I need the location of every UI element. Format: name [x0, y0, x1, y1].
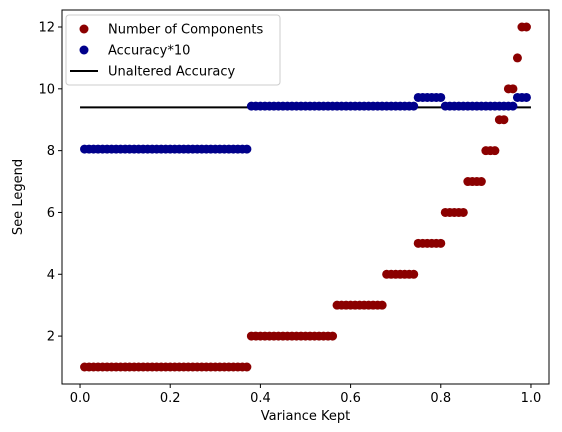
number-of-components-point [458, 207, 468, 217]
legend-box [65, 14, 281, 86]
x-tick-label: 0.4 [250, 391, 271, 406]
accuracy-10-point [521, 92, 531, 102]
number-of-components-point [409, 269, 419, 279]
number-of-components-point [499, 115, 509, 125]
number-of-components-point [242, 362, 252, 372]
accuracy-10-point [436, 92, 446, 102]
y-tick-label: 4 [47, 268, 55, 283]
number-of-components-point [328, 331, 338, 341]
legend: Number of Components Accuracy*10 Unalter… [65, 14, 281, 86]
x-tick-label: 0.2 [160, 391, 181, 406]
y-axis-ticks: 2 4 6 8 10 12 [38, 21, 62, 345]
number-of-components-point [512, 53, 522, 63]
number-of-components-point [508, 84, 518, 94]
plot-frame [61, 9, 550, 385]
accuracy-10-point [508, 101, 518, 111]
accuracy-10-point [242, 144, 252, 154]
y-axis-label: See Legend [11, 159, 26, 235]
number-of-components-point [476, 177, 486, 187]
x-tick-label: 0.6 [340, 391, 361, 406]
legend-label-unaltered-accuracy: Unaltered Accuracy [108, 65, 236, 80]
number-of-components-point [377, 300, 387, 310]
x-tick-label: 0.8 [430, 391, 451, 406]
y-tick-label: 8 [47, 144, 55, 159]
x-tick-label: 0.0 [70, 391, 91, 406]
y-tick-label: 2 [47, 330, 55, 345]
number-of-components-point [436, 238, 446, 248]
legend-marker-number-of-components [79, 24, 89, 34]
y-tick-label: 12 [38, 21, 55, 36]
accuracy-10-point [409, 101, 419, 111]
number-of-components-point [521, 22, 531, 32]
plot-area [80, 22, 531, 372]
x-axis-ticks: 0.0 0.2 0.4 0.6 0.8 1.0 [70, 384, 542, 406]
y-tick-label: 10 [38, 82, 55, 97]
y-tick-label: 6 [47, 206, 55, 221]
number-of-components-point [490, 146, 500, 156]
legend-marker-accuracy [79, 45, 89, 55]
legend-label-accuracy: Accuracy*10 [108, 44, 190, 59]
x-tick-label: 1.0 [521, 391, 542, 406]
x-axis-label: Variance Kept [261, 409, 351, 424]
legend-label-number-of-components: Number of Components [108, 23, 263, 38]
